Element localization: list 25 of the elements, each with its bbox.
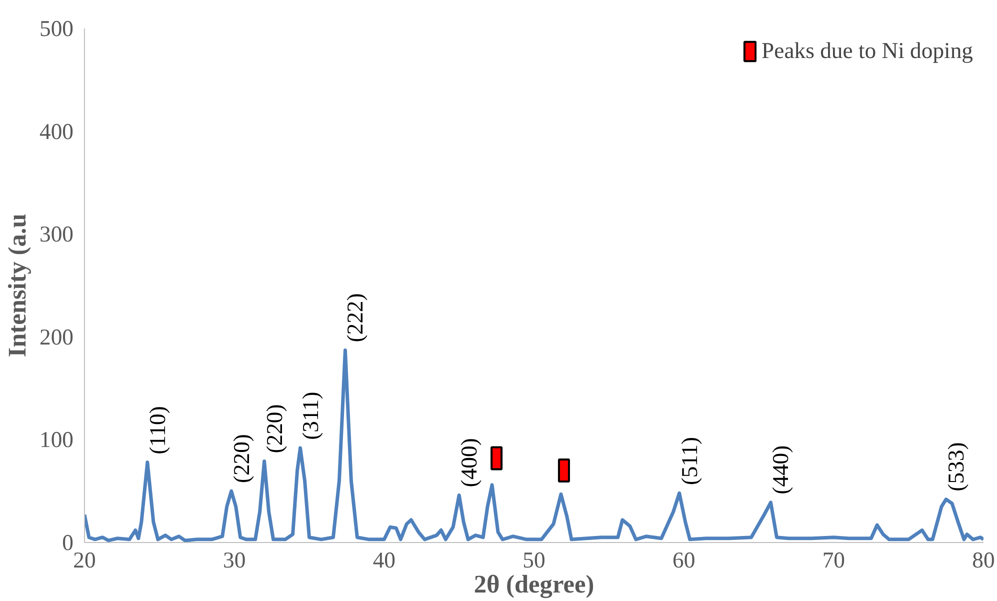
x-tick-label: 80 [972, 548, 995, 572]
x-tick-label: 20 [73, 548, 96, 572]
annotation: (222) [342, 293, 368, 342]
y-tick-label: 500 [40, 16, 74, 41]
annotation: (400) [456, 438, 482, 488]
annotation: (220) [228, 434, 254, 484]
annotation: (110) [144, 406, 170, 454]
annotation: (220) [262, 404, 287, 454]
y-axis-title: Intensity (a.u [4, 214, 32, 358]
legend-label: Peaks due to Ni doping [762, 38, 973, 64]
annotation: (311) [298, 392, 323, 440]
y-tick-label: 400 [40, 118, 74, 144]
annotation: (533) [944, 442, 969, 492]
y-tick-label: 300 [40, 222, 74, 247]
x-tick-label: 50 [522, 548, 546, 572]
y-tick-label: 100 [40, 427, 74, 452]
annotation: (511) [676, 436, 702, 486]
x-tick-label: 70 [822, 548, 845, 572]
x-tick-label: 40 [372, 548, 396, 572]
annotation: (440) [768, 445, 794, 494]
y-tick-label: 200 [40, 324, 74, 350]
x-axis-title: 2θ (degree) [474, 570, 594, 598]
x-tick-label: 60 [672, 548, 696, 572]
x-tick-label: 30 [223, 548, 246, 572]
y-tick-label: 0 [62, 530, 74, 555]
